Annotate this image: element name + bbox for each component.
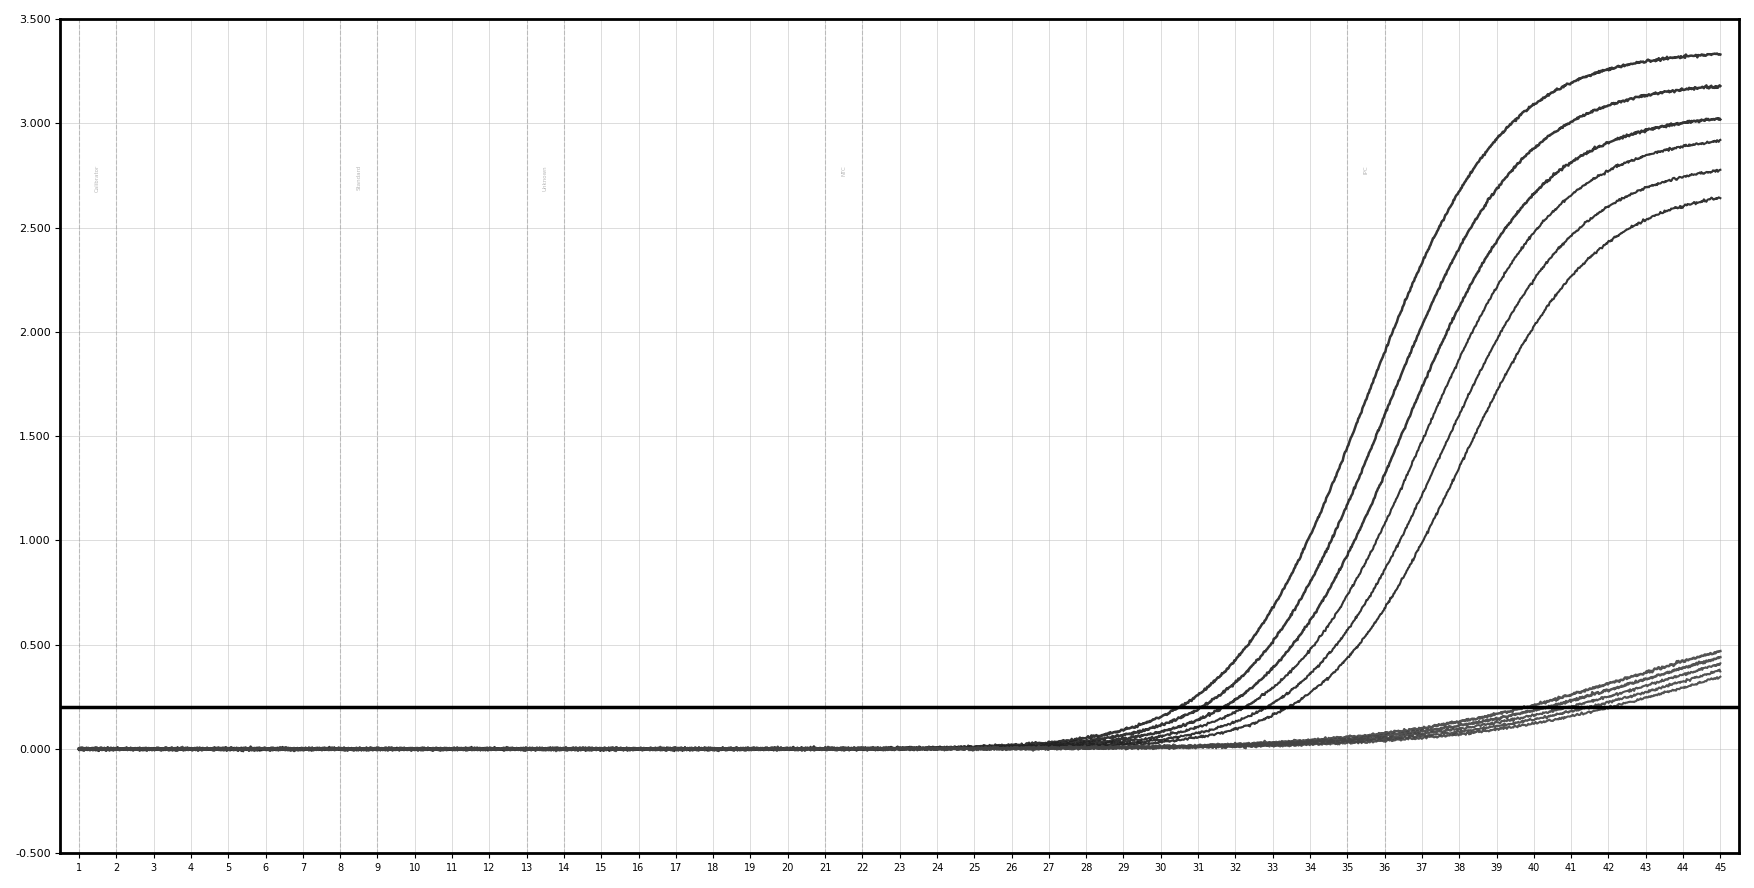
Text: IPC: IPC [1363, 165, 1368, 174]
Text: NTC: NTC [842, 165, 845, 176]
Text: Calibrator: Calibrator [95, 165, 100, 192]
Text: Standard: Standard [356, 165, 361, 190]
Text: Unknown: Unknown [542, 165, 547, 191]
